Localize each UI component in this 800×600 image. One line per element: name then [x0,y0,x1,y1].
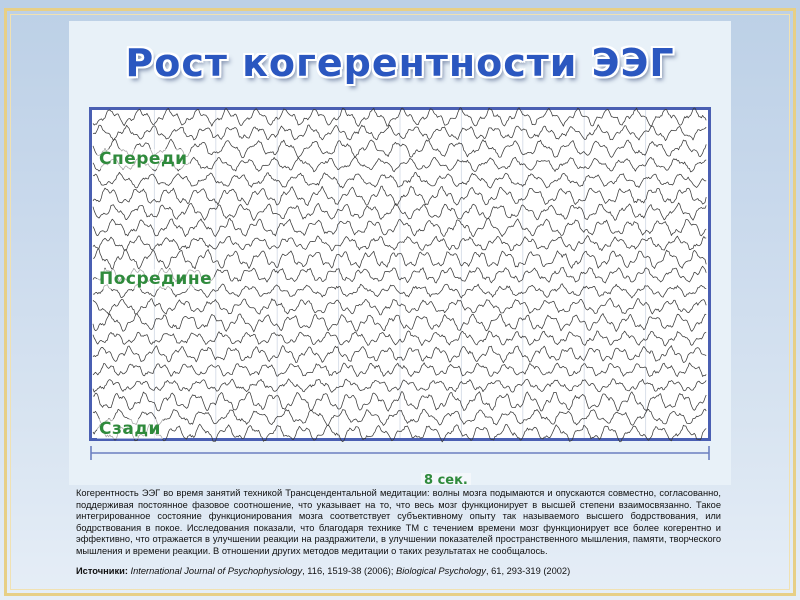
eeg-channel-trace [92,202,707,221]
label-middle-region: Посредине [97,269,215,289]
eeg-channel-trace [92,248,707,270]
duration-label: 8 сек. [421,473,471,485]
sources-label: Источники: [76,566,128,576]
eeg-channel-trace [92,423,707,443]
eeg-channel-trace [92,297,707,316]
eeg-channel-trace [92,171,707,189]
caption-text: Когерентность ЭЭГ во время занятий техни… [76,488,721,558]
eeg-channel-trace [92,391,707,412]
label-front-region: Спереди [97,149,190,169]
source-1-journal: International Journal of Psychophysiolog… [130,566,303,576]
eeg-channel-trace [92,185,707,206]
eeg-channel-trace [92,138,707,159]
eeg-channel-trace [92,283,707,299]
slide-outer-frame [4,8,796,596]
eeg-channel-trace [92,378,707,393]
caption-paragraph: Когерентность ЭЭГ во время занятий техни… [76,488,721,556]
eeg-channel-trace [92,235,707,252]
slide-inner-frame [10,14,790,590]
eeg-channel-trace [92,217,707,238]
caption-sources: Источники: International Journal of Psyc… [76,566,736,578]
source-2-journal: Biological Psychology [396,566,486,576]
eeg-channel-trace [92,124,707,142]
eeg-channel-trace [92,362,707,377]
eeg-channel-trace [92,107,707,127]
eeg-channel-trace [92,408,707,426]
eeg-figure-panel: Рост когерентности ЭЭГ Спереди Посредине… [69,21,731,485]
source-1-reference: , 116, 1519-38 (2006); [302,566,397,576]
eeg-channel-trace [92,330,707,347]
eeg-time-scale-bar [90,446,710,460]
source-2-reference: , 61, 293-319 (2002) [485,566,571,576]
eeg-channel-trace [92,345,707,364]
slide-title: Рост когерентности ЭЭГ [125,41,675,85]
eeg-channel-trace [92,156,707,173]
label-back-region: Сзади [97,419,163,439]
eeg-channel-trace [92,313,707,333]
